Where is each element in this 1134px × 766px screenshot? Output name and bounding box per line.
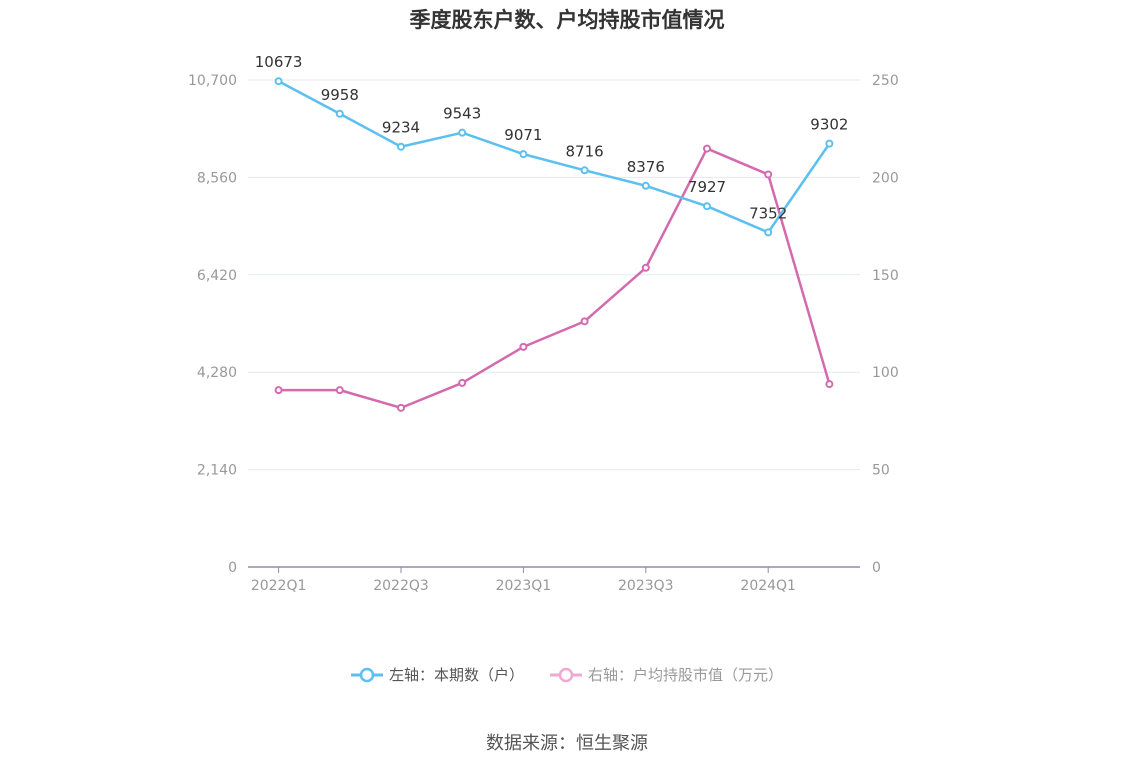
legend-marker-icon xyxy=(350,667,383,682)
data-label: 9302 xyxy=(810,116,848,134)
right-axis-tick-label: 100 xyxy=(872,365,899,381)
data-point-right xyxy=(397,403,405,412)
x-axis-tick-label: 2023Q3 xyxy=(618,578,674,594)
right-axis-tick-label: 200 xyxy=(872,170,899,186)
left-axis-tick-label: 0 xyxy=(228,560,237,576)
data-point-right xyxy=(335,386,344,395)
right-axis-tick-label: 250 xyxy=(872,73,899,89)
series-line-right xyxy=(278,147,831,410)
data-label: 8716 xyxy=(566,142,604,160)
legend-item-right[interactable]: 右轴：户均持股市值（万元） xyxy=(550,664,783,685)
right-axis-tick-label: 150 xyxy=(872,268,899,284)
left-axis-tick-label: 10,700 xyxy=(188,73,237,89)
data-point-right xyxy=(519,342,528,351)
source-note: 数据来源：恒生聚源 xyxy=(486,733,648,754)
data-point-left xyxy=(274,77,283,86)
data-label: 7927 xyxy=(688,178,726,196)
series-line-left xyxy=(278,80,831,234)
x-axis-tick-label: 2022Q3 xyxy=(373,578,429,594)
legend-label: 左轴：本期数（户） xyxy=(388,666,524,684)
data-point-right xyxy=(641,263,650,272)
data-point-right xyxy=(580,317,589,326)
x-axis-tick-label: 2023Q1 xyxy=(496,578,552,594)
data-point-left xyxy=(580,166,589,175)
data-point-left xyxy=(825,139,834,148)
data-point-right xyxy=(703,144,711,153)
chart-title: 季度股东户数、户均持股市值情况 xyxy=(409,8,725,32)
data-point-right xyxy=(825,380,834,389)
data-label: 9234 xyxy=(382,119,420,137)
axis-layer: 0 0 2,140 50 4,280 100 6,420 150 8,560 200 10,700 2… xyxy=(188,73,899,594)
left-axis-tick-label: 2,140 xyxy=(197,463,237,479)
data-point-right xyxy=(764,170,773,179)
data-point-right xyxy=(274,386,283,395)
data-point-left xyxy=(397,142,405,151)
data-label: 8376 xyxy=(627,158,665,176)
left-axis-tick-label: 8,560 xyxy=(197,170,237,186)
right-axis-tick-label: 50 xyxy=(872,463,890,479)
legend-label: 右轴：户均持股市值（万元） xyxy=(588,666,784,684)
data-point-left xyxy=(764,228,773,237)
legend: 左轴：本期数（户） 右轴：户均持股市值（万元） xyxy=(0,664,1134,685)
data-point-left xyxy=(519,150,528,159)
grid-layer xyxy=(248,79,860,471)
x-axis-tick-label: 2022Q1 xyxy=(251,578,307,594)
data-point-left xyxy=(641,181,650,190)
x-axis-tick-label: 2024Q1 xyxy=(740,578,796,594)
data-point-left xyxy=(703,202,711,211)
left-axis-tick-label: 6,420 xyxy=(197,268,237,284)
data-point-left xyxy=(335,109,344,118)
series-layer xyxy=(274,77,834,412)
left-axis-tick-label: 4,280 xyxy=(197,365,237,381)
data-label: 9543 xyxy=(443,105,481,123)
data-label: 9071 xyxy=(504,126,542,144)
legend-item-left[interactable]: 左轴：本期数（户） xyxy=(350,664,524,685)
data-point-right xyxy=(458,378,467,387)
legend-marker-icon xyxy=(550,667,582,682)
data-point-left xyxy=(458,128,467,137)
right-axis-tick-label: 0 xyxy=(872,560,881,576)
data-label-layer: 10673 9958 9234 9543 9071 8716 8376 7927 7352 930… xyxy=(255,53,849,222)
data-label: 7352 xyxy=(749,204,787,222)
data-label: 9958 xyxy=(321,86,359,104)
data-label: 10673 xyxy=(255,53,303,71)
